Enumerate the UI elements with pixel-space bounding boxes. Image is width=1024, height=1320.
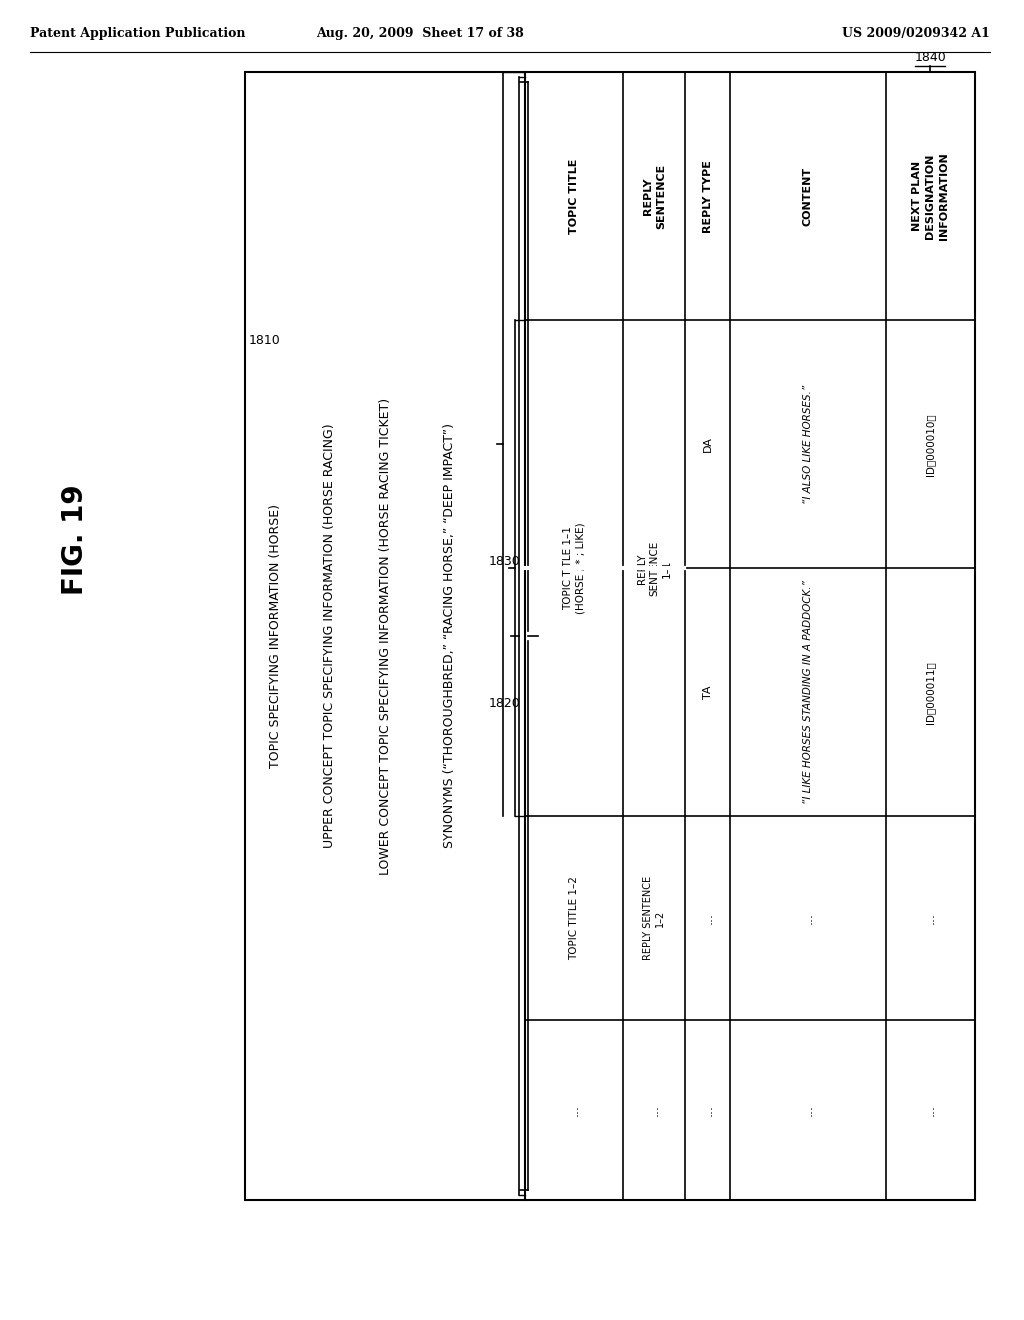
Text: TA: TA bbox=[702, 685, 713, 700]
Text: REPLY TYPE: REPLY TYPE bbox=[702, 160, 713, 232]
Text: Aug. 20, 2009  Sheet 17 of 38: Aug. 20, 2009 Sheet 17 of 38 bbox=[316, 26, 524, 40]
Text: LOWER CONCEPT TOPIC SPECIFYING INFORMATION (HORSE RACING TICKET): LOWER CONCEPT TOPIC SPECIFYING INFORMATI… bbox=[379, 397, 391, 875]
Text: UPPER CONCEPT TOPIC SPECIFYING INFORMATION (HORSE RACING): UPPER CONCEPT TOPIC SPECIFYING INFORMATI… bbox=[324, 424, 337, 849]
Text: TOPIC SPECIFYING INFORMATION (HORSE): TOPIC SPECIFYING INFORMATION (HORSE) bbox=[268, 504, 282, 768]
Text: DA: DA bbox=[702, 437, 713, 453]
Text: ...: ... bbox=[701, 1104, 714, 1115]
Text: FIG. 19: FIG. 19 bbox=[61, 484, 89, 595]
Text: REPLY SENTENCE
1–2: REPLY SENTENCE 1–2 bbox=[643, 876, 665, 960]
Text: 1840: 1840 bbox=[914, 51, 946, 63]
Text: REPLY
SENTENCE
1–1: REPLY SENTENCE 1–1 bbox=[637, 541, 672, 595]
Text: 1810: 1810 bbox=[249, 334, 281, 346]
Text: ...: ... bbox=[924, 1104, 937, 1115]
Text: SYNONYMS (“THOROUGHBRED,” “RACING HORSE,” “DEEP IMPACT”): SYNONYMS (“THOROUGHBRED,” “RACING HORSE,… bbox=[443, 424, 457, 849]
Text: TOPIC TITLE: TOPIC TITLE bbox=[569, 158, 579, 234]
Text: ...: ... bbox=[924, 912, 937, 924]
Text: ...: ... bbox=[701, 912, 714, 924]
Text: NEXT PLAN
DESIGNATION
INFORMATION: NEXT PLAN DESIGNATION INFORMATION bbox=[912, 152, 948, 240]
Text: TOPIC TITLE 1–2: TOPIC TITLE 1–2 bbox=[569, 876, 579, 960]
Text: ID【000011】: ID【000011】 bbox=[926, 661, 936, 723]
Text: ...: ... bbox=[802, 1104, 814, 1115]
Text: 1830: 1830 bbox=[488, 556, 520, 569]
Text: 1820: 1820 bbox=[488, 697, 520, 710]
Text: “I LIKE HORSES STANDING IN A PADDOCK.”: “I LIKE HORSES STANDING IN A PADDOCK.” bbox=[803, 581, 813, 804]
Text: ...: ... bbox=[648, 1104, 660, 1115]
Text: US 2009/0209342 A1: US 2009/0209342 A1 bbox=[842, 26, 990, 40]
Text: “I ALSO LIKE HORSES.”: “I ALSO LIKE HORSES.” bbox=[803, 384, 813, 504]
Text: CONTENT: CONTENT bbox=[803, 166, 813, 226]
Text: ...: ... bbox=[567, 1104, 581, 1115]
Text: TOPIC TITLE 1–1
(HORSE ; * ; LIKE): TOPIC TITLE 1–1 (HORSE ; * ; LIKE) bbox=[563, 523, 585, 614]
Text: ID【000010】: ID【000010】 bbox=[926, 413, 936, 475]
Text: REPLY
SENTENCE: REPLY SENTENCE bbox=[643, 164, 666, 228]
Text: ...: ... bbox=[802, 912, 814, 924]
Text: Patent Application Publication: Patent Application Publication bbox=[30, 26, 246, 40]
Bar bbox=[245, 73, 975, 1200]
